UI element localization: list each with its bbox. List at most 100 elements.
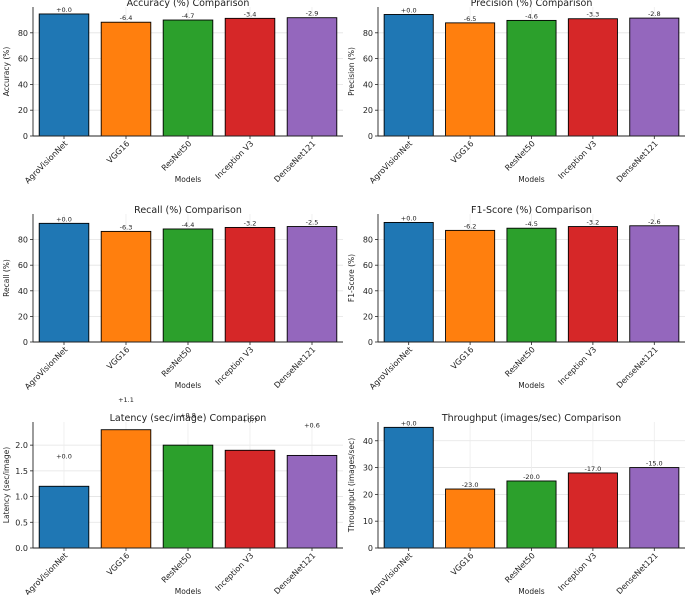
bar-value-label: +0.0 xyxy=(401,6,417,14)
bar-value-label: -23.0 xyxy=(462,481,479,489)
chart-title: Throughput (images/sec) Comparison xyxy=(441,413,621,424)
bar-value-label: -3.2 xyxy=(244,219,257,227)
y-tick-label: 40 xyxy=(363,437,373,446)
bar-agrovisionnet xyxy=(383,221,434,343)
x-category-label: AgroVisionNet xyxy=(23,139,69,185)
y-tick-label: 0.5 xyxy=(15,518,28,527)
y-tick-label: 60 xyxy=(363,55,373,64)
bar-value-label: -4.6 xyxy=(525,12,538,20)
x-category-label: ResNet50 xyxy=(503,551,537,585)
y-tick-label: 80 xyxy=(363,29,373,38)
bar-inception-v3 xyxy=(224,449,276,549)
bar-agrovisionnet xyxy=(38,485,90,549)
bar-resnet50 xyxy=(162,444,214,549)
y-tick-label: 10 xyxy=(363,517,373,526)
y-axis-label: F1-Score (%) xyxy=(347,254,356,302)
y-tick-label: 40 xyxy=(18,80,28,89)
bar-value-label: +0.0 xyxy=(56,6,72,14)
bar-densenet121 xyxy=(286,454,338,549)
bar-agrovisionnet xyxy=(38,222,90,343)
y-tick-label: 20 xyxy=(363,312,373,321)
bar-resnet50 xyxy=(506,480,557,549)
x-axis-label: Models xyxy=(175,587,202,595)
bar-value-label: -15.0 xyxy=(646,460,663,468)
x-category-label: DenseNet121 xyxy=(272,345,317,390)
y-tick-label: 60 xyxy=(18,261,28,270)
bar-value-label: +0.0 xyxy=(56,453,72,461)
bar-value-label: +0.7 xyxy=(242,417,258,425)
x-category-label: VGG16 xyxy=(105,139,131,165)
x-category-label: VGG16 xyxy=(449,551,475,577)
y-tick-label: 20 xyxy=(18,106,28,115)
chart-panel-1: 0 20 40 60 80 AgroVisionNet VGG16 ResNet50 Incep… xyxy=(2,0,343,185)
x-axis-label: Models xyxy=(518,587,545,595)
chart-panel-4: 0 20 40 60 80 AgroVisionNet VGG16 ResNet50 Incep… xyxy=(347,205,685,391)
chart-panel-5: 0.0 0.5 1.0 1.5 2.0 AgroVisionNet VGG16 ResNet5… xyxy=(2,396,343,595)
bar-value-label: -4.5 xyxy=(525,220,538,228)
y-tick-label: 80 xyxy=(18,29,28,38)
y-tick-label: 0 xyxy=(23,132,28,141)
bar-inception-v3 xyxy=(567,18,618,137)
bar-value-label: -3.3 xyxy=(587,11,600,19)
x-category-label: ResNet50 xyxy=(503,139,537,173)
chart-title: F1-Score (%) Comparison xyxy=(471,205,592,216)
bar-value-label: -6.4 xyxy=(120,14,133,22)
bar-densenet121 xyxy=(286,17,338,137)
x-category-label: Inception V3 xyxy=(556,551,598,593)
bar-resnet50 xyxy=(506,227,557,343)
y-tick-label: 20 xyxy=(18,312,28,321)
bar-agrovisionnet xyxy=(38,13,90,137)
x-category-label: Inception V3 xyxy=(556,139,598,181)
y-tick-label: 0 xyxy=(23,338,28,347)
chart-panel-6: 0 10 20 30 40 AgroVisionNet VGG16 ResNet50 Incep… xyxy=(347,413,685,595)
x-category-label: VGG16 xyxy=(105,551,131,577)
chart-panel-3: 0 20 40 60 80 AgroVisionNet VGG16 ResNet50 Incep… xyxy=(2,205,343,391)
bar-inception-v3 xyxy=(224,226,276,343)
x-axis-label: Models xyxy=(175,175,202,184)
x-category-label: ResNet50 xyxy=(160,139,194,173)
chart-panel-2: 0 20 40 60 80 AgroVisionNet VGG16 ResNet50 Incep… xyxy=(347,0,685,185)
y-tick-label: 40 xyxy=(363,80,373,89)
y-tick-label: 20 xyxy=(363,490,373,499)
bar-value-label: -2.5 xyxy=(306,219,319,227)
y-tick-label: 40 xyxy=(18,287,28,296)
x-category-label: DenseNet121 xyxy=(615,551,660,595)
bar-value-label: +0.0 xyxy=(56,215,72,223)
chart-title: Recall (%) Comparison xyxy=(134,205,242,216)
y-tick-label: 20 xyxy=(363,106,373,115)
bar-value-label: -2.9 xyxy=(306,10,319,18)
bar-densenet121 xyxy=(629,225,680,343)
bar-vgg16 xyxy=(445,22,496,137)
x-category-label: Inception V3 xyxy=(214,551,256,593)
bar-vgg16 xyxy=(445,229,496,343)
bar-value-label: -6.5 xyxy=(464,15,477,23)
bar-vgg16 xyxy=(100,21,152,137)
x-category-label: AgroVisionNet xyxy=(23,345,69,391)
bar-value-label: -17.0 xyxy=(584,465,601,473)
bar-resnet50 xyxy=(162,19,214,137)
y-tick-label: 30 xyxy=(363,464,373,473)
chart-title: Latency (sec/image) Comparison xyxy=(110,413,267,424)
y-axis-label: Recall (%) xyxy=(2,259,11,297)
bar-resnet50 xyxy=(162,228,214,343)
bar-vgg16 xyxy=(100,230,152,343)
bar-value-label: -6.3 xyxy=(120,223,133,231)
x-axis-label: Models xyxy=(518,175,545,184)
y-tick-label: 2.0 xyxy=(15,441,28,450)
bar-vgg16 xyxy=(100,429,152,549)
bar-value-label: -4.7 xyxy=(182,12,195,20)
bar-value-label: -6.2 xyxy=(464,222,477,230)
y-tick-label: 60 xyxy=(363,261,373,270)
chart-title: Precision (%) Comparison xyxy=(471,0,593,9)
bar-value-label: -4.4 xyxy=(182,221,195,229)
x-category-label: ResNet50 xyxy=(160,345,194,379)
bar-densenet121 xyxy=(286,226,338,343)
y-axis-label: Precision (%) xyxy=(347,47,356,96)
x-category-label: AgroVisionNet xyxy=(368,345,414,391)
bar-value-label: +0.0 xyxy=(401,419,417,427)
x-category-label: Inception V3 xyxy=(556,345,598,387)
y-tick-label: 1.0 xyxy=(15,493,28,502)
y-tick-label: 0 xyxy=(368,338,373,347)
x-category-label: ResNet50 xyxy=(503,345,537,379)
x-category-label: VGG16 xyxy=(449,345,475,371)
